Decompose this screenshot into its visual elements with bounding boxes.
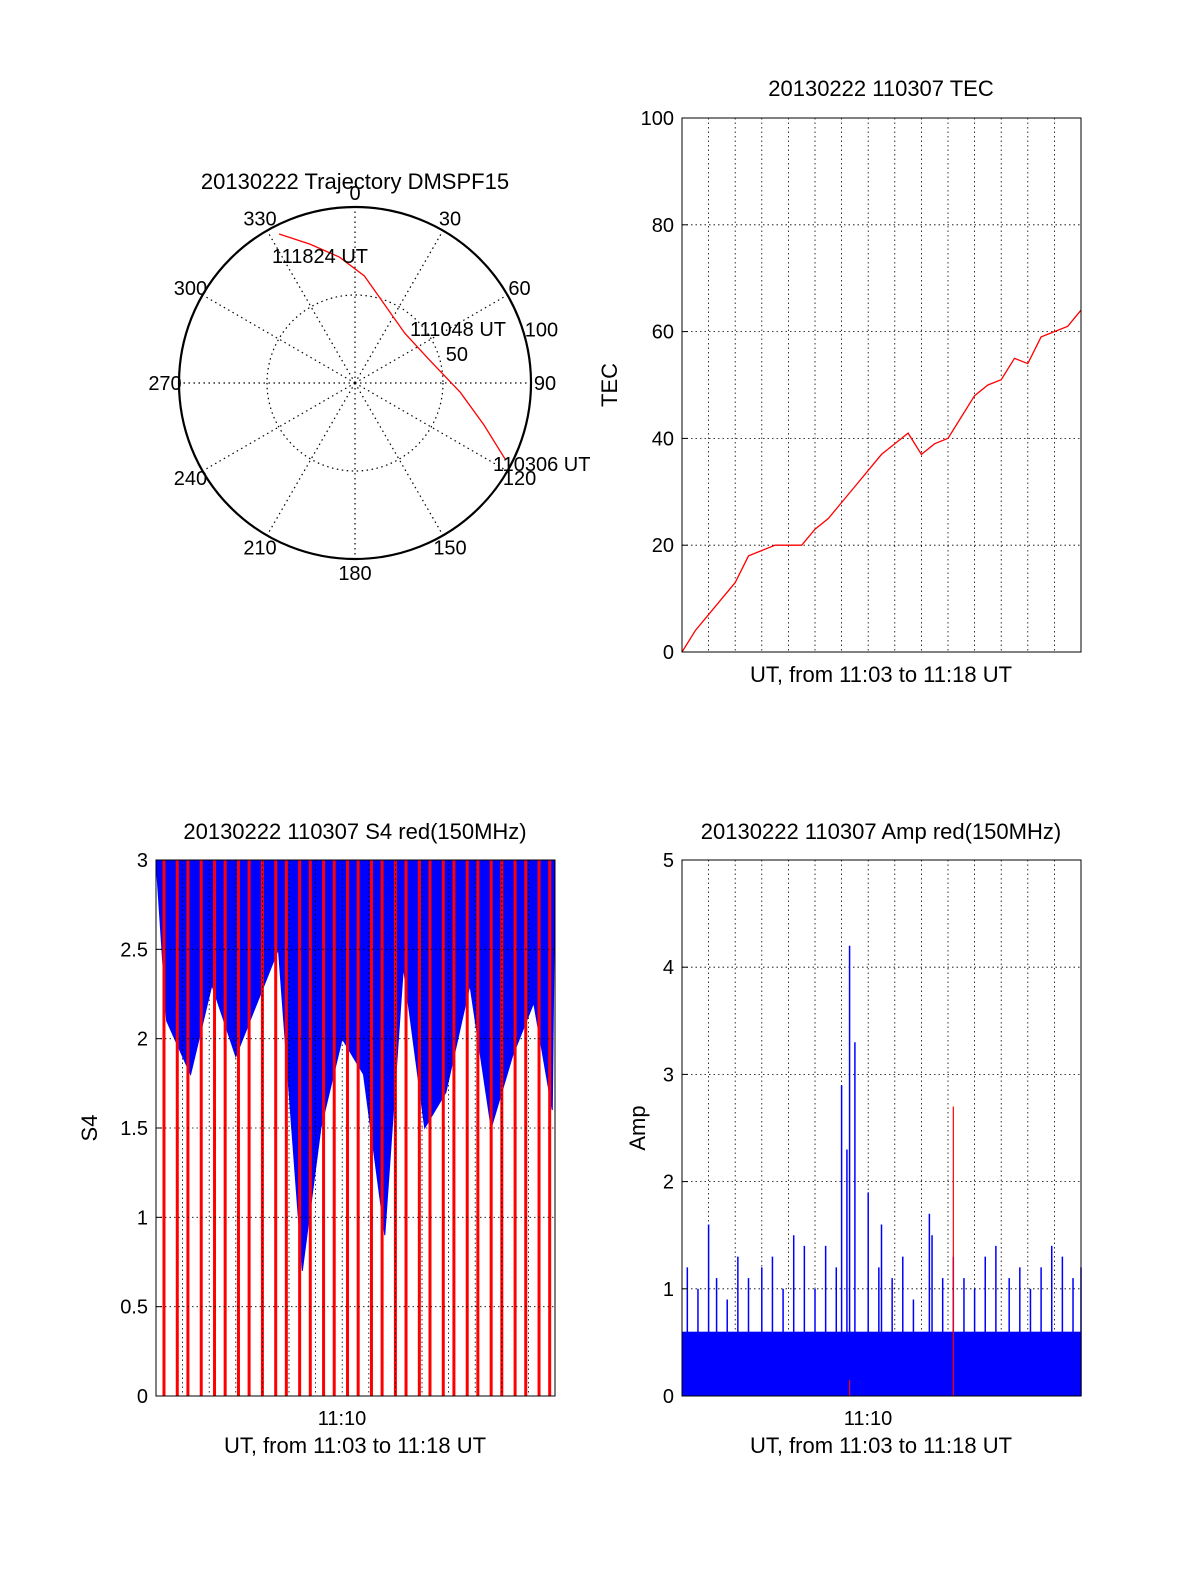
y-tick-label: 0 [663, 642, 674, 664]
s4-bar-panel: 20130222 110307 S4 red(150MHz) 0 0.5 1 1.5 2… [77, 819, 556, 1458]
amp-bar-panel: 20130222 110307 Amp red(150MHz) 0 1 2 3 4 5 1… [625, 819, 1082, 1458]
y-tick-label: 1.5 [120, 1118, 148, 1140]
polar-angle-label: 210 [243, 538, 276, 560]
y-tick-label: 20 [652, 535, 674, 557]
s4-plot-frame [155, 859, 556, 1397]
polar-spoke [202, 382, 356, 472]
polar-angle-label: 30 [439, 208, 461, 230]
y-tick-label: 2 [137, 1029, 148, 1051]
trajectory-polar-panel: 20130222 Trajectory DMSPF15 0 30 60 90 120 15… [148, 169, 590, 585]
trajectory-line [278, 233, 507, 461]
polar-grid [177, 205, 533, 561]
polar-angle-label: 120 [503, 468, 536, 490]
polar-radius-label: 100 [525, 320, 558, 342]
annotation-start-time: 110306 UT [493, 454, 590, 476]
polar-angle-label: 60 [508, 278, 530, 300]
polar-spoke [354, 382, 444, 536]
tec-plot-frame [681, 117, 1082, 653]
amp-y-ticks: 0 1 2 3 4 5 [663, 850, 688, 1408]
s4-y-ticks: 0 0.5 1 1.5 2 2.5 3 [120, 850, 162, 1408]
y-tick-label: 2 [663, 1172, 674, 1194]
polar-angle-label: 240 [174, 468, 207, 490]
tec-line-panel: 20130222 110307 TEC 0 20 40 60 80 100 TEC UT,… [597, 76, 1082, 687]
amp-xtick-label: 11:10 [844, 1408, 893, 1430]
y-tick-label: 80 [652, 215, 674, 237]
annotation-end-time: 111824 UT [272, 246, 368, 268]
tec-grid [682, 118, 1081, 652]
s4-xlabel: UT, from 11:03 to 11:18 UT [224, 1433, 486, 1458]
amp-xlabel: UT, from 11:03 to 11:18 UT [750, 1433, 1012, 1458]
s4-xtick-label: 11:10 [318, 1408, 367, 1430]
amp-title: 20130222 110307 Amp red(150MHz) [701, 819, 1061, 844]
tec-y-ticks: 0 20 40 60 80 100 [641, 108, 688, 664]
polar-angle-label: 90 [534, 373, 556, 395]
polar-angle-label: 330 [243, 208, 276, 230]
tec-ylabel: TEC [597, 363, 622, 407]
polar-angle-label: 180 [338, 563, 371, 585]
tec-title: 20130222 110307 TEC [768, 76, 994, 101]
s4-ylabel: S4 [77, 1115, 102, 1142]
y-tick-label: 40 [652, 428, 674, 450]
polar-angle-label: 300 [174, 278, 207, 300]
annotation-mid-time: 111048 UT [410, 319, 506, 341]
polar-angle-label: 270 [148, 373, 181, 395]
polar-spoke [266, 382, 356, 536]
polar-angle-label: 0 [349, 183, 360, 205]
y-tick-label: 0.5 [120, 1297, 148, 1319]
polar-angle-labels: 0 30 60 90 120 150 180 210 240 270 300 330 50 100 [148, 183, 558, 585]
tec-series-line [681, 309, 1082, 653]
polar-radius-label: 50 [446, 344, 468, 366]
y-tick-label: 100 [641, 108, 674, 130]
y-tick-label: 2.5 [120, 939, 148, 961]
y-tick-label: 4 [663, 957, 674, 979]
polar-angle-label: 150 [433, 538, 466, 560]
y-tick-label: 5 [663, 850, 674, 872]
y-tick-label: 3 [663, 1064, 674, 1086]
amp-plot-frame [681, 859, 1082, 1397]
s4-grid [156, 860, 555, 1396]
s4-title: 20130222 110307 S4 red(150MHz) [183, 819, 526, 844]
y-tick-label: 0 [137, 1386, 148, 1408]
polar-title: 20130222 Trajectory DMSPF15 [201, 169, 509, 194]
y-tick-label: 1 [663, 1279, 674, 1301]
amp-bars [682, 945, 1082, 1396]
polar-spoke [202, 294, 356, 384]
y-tick-label: 3 [137, 850, 148, 872]
tec-xlabel: UT, from 11:03 to 11:18 UT [750, 662, 1012, 687]
polar-inner-ring [266, 294, 444, 472]
y-tick-label: 1 [137, 1207, 148, 1229]
amp-ylabel: Amp [625, 1105, 650, 1150]
y-tick-label: 0 [663, 1386, 674, 1408]
y-tick-label: 60 [652, 322, 674, 344]
